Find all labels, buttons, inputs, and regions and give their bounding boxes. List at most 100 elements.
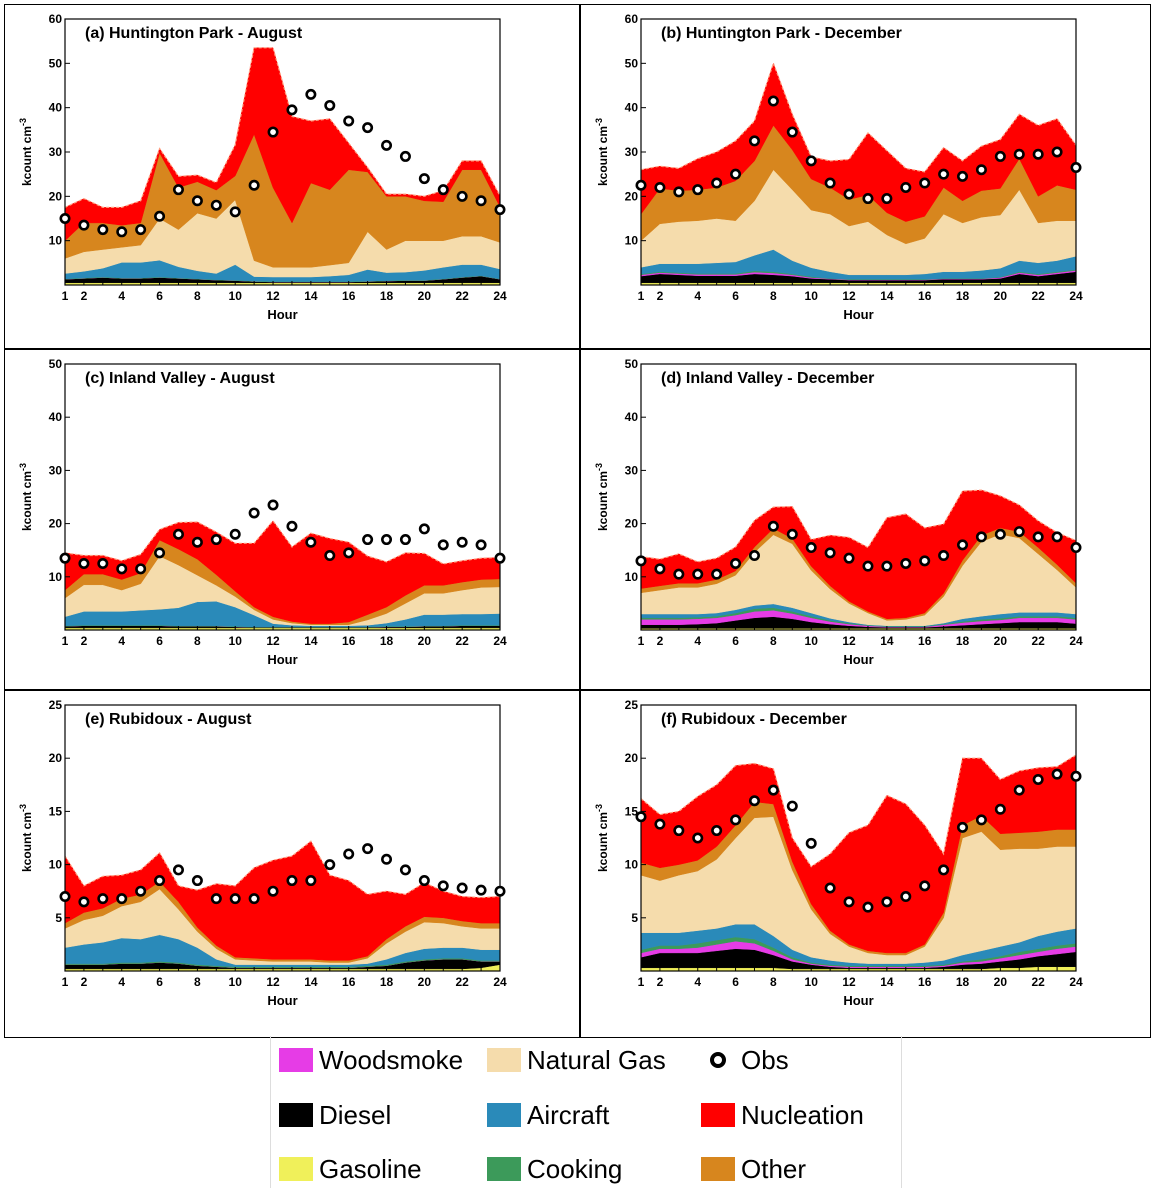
- obs-point: [210, 893, 222, 905]
- obs-point: [324, 99, 336, 111]
- stack-top-line: [640, 754, 1077, 868]
- x-tick-label: 14: [304, 634, 318, 648]
- obs-point: [786, 126, 798, 138]
- x-tick-label: 18: [956, 975, 970, 989]
- chart-panel: 10 20 30 40 50 60 1 2 4 6 8 10 12 14 16 18 20 22 24 Hour kco…: [4, 4, 580, 349]
- obs-point: [135, 885, 147, 897]
- obs-point: [1070, 162, 1082, 174]
- x-tick-label: 22: [455, 975, 469, 989]
- obs-point: [362, 534, 374, 546]
- x-tick-label: 22: [1031, 634, 1045, 648]
- y-tick-label: 10: [625, 570, 639, 584]
- stack-top-line: [640, 61, 1077, 173]
- obs-point: [1070, 542, 1082, 554]
- obs-point: [635, 555, 647, 567]
- x-tick-label: 16: [342, 634, 356, 648]
- plot-frame: [64, 704, 501, 972]
- obs-point: [494, 204, 506, 216]
- x-axis-label: Hour: [267, 307, 297, 322]
- x-tick-label: 4: [694, 975, 701, 989]
- obs-point: [654, 818, 666, 830]
- legend-label: Gasoline: [319, 1153, 422, 1184]
- y-tick-label: 40: [49, 101, 63, 115]
- x-tick-label: 12: [842, 975, 856, 989]
- y-tick-label: 40: [625, 101, 639, 115]
- legend-item: Woodsmoke: [279, 1045, 463, 1075]
- obs-point: [805, 837, 817, 849]
- obs-point: [305, 536, 317, 548]
- obs-point: [881, 896, 893, 908]
- obs-point: [1013, 148, 1025, 160]
- y-axis-label: kcount cm-3: [594, 118, 610, 186]
- plot-frame: [640, 704, 1077, 972]
- stack-top-line: [640, 489, 1077, 563]
- x-tick-label: 22: [455, 289, 469, 303]
- legend-item: Aircraft: [487, 1100, 609, 1130]
- x-tick-label: 1: [638, 634, 645, 648]
- obs-point: [994, 528, 1006, 540]
- x-tick-label: 10: [805, 289, 819, 303]
- obs-point: [343, 848, 355, 860]
- y-tick-label: 10: [49, 858, 63, 872]
- obs-point: [78, 558, 90, 570]
- x-tick-label: 16: [918, 289, 932, 303]
- legend-swatch: [279, 1103, 313, 1127]
- y-tick-label: 20: [49, 189, 63, 203]
- y-axis-label: kcount cm-3: [18, 118, 34, 186]
- obs-point: [191, 536, 203, 548]
- obs-point: [172, 528, 184, 540]
- chart-title: (e) Rubidoux - August: [85, 711, 252, 728]
- obs-point: [267, 885, 279, 897]
- x-tick-label: 16: [342, 289, 356, 303]
- obs-point: [59, 891, 71, 903]
- x-tick-label: 6: [156, 289, 163, 303]
- y-tick-label: 30: [49, 463, 63, 477]
- obs-point: [730, 558, 742, 570]
- obs-point: [324, 859, 336, 871]
- x-tick-label: 2: [657, 975, 664, 989]
- obs-point: [437, 880, 449, 892]
- obs-point: [399, 150, 411, 162]
- obs-point: [635, 811, 647, 823]
- legend-label: Aircraft: [527, 1099, 610, 1130]
- legend-swatch: [701, 1157, 735, 1181]
- x-tick-label: 8: [194, 634, 201, 648]
- obs-point: [692, 568, 704, 580]
- obs-point: [305, 875, 317, 887]
- x-tick-label: 16: [342, 975, 356, 989]
- legend-item: Cooking: [487, 1154, 622, 1184]
- legend-swatch: [279, 1048, 313, 1072]
- x-tick-label: 18: [956, 289, 970, 303]
- y-tick-label: 50: [625, 357, 639, 371]
- x-tick-label: 12: [266, 634, 280, 648]
- chart-grid: 10 20 30 40 50 60 1 2 4 6 8 10 12 14 16 18 20 22 24 Hour kco…: [4, 4, 1151, 1038]
- chart-title: (d) Inland Valley - December: [661, 370, 874, 387]
- obs-point: [418, 875, 430, 887]
- stack-top-line: [64, 47, 501, 208]
- obs-point: [267, 126, 279, 138]
- x-tick-label: 4: [694, 634, 701, 648]
- y-axis-label: kcount cm-3: [18, 804, 34, 872]
- obs-point: [1032, 531, 1044, 543]
- obs-point: [711, 568, 723, 580]
- obs-point: [286, 875, 298, 887]
- legend-item: Obs: [701, 1045, 789, 1075]
- obs-point: [494, 552, 506, 564]
- obs-point: [97, 224, 109, 236]
- obs-point: [172, 864, 184, 876]
- obs-point: [692, 832, 704, 844]
- x-tick-label: 24: [1069, 289, 1083, 303]
- x-tick-label: 24: [1069, 975, 1083, 989]
- y-tick-label: 40: [49, 410, 63, 424]
- obs-point: [654, 181, 666, 193]
- x-tick-label: 24: [493, 634, 507, 648]
- x-axis-label: Hour: [267, 993, 297, 1008]
- y-tick-label: 30: [49, 145, 63, 159]
- obs-point: [938, 550, 950, 562]
- obs-point: [938, 864, 950, 876]
- obs-point: [975, 164, 987, 176]
- legend-swatch: [701, 1103, 735, 1127]
- x-tick-label: 6: [732, 634, 739, 648]
